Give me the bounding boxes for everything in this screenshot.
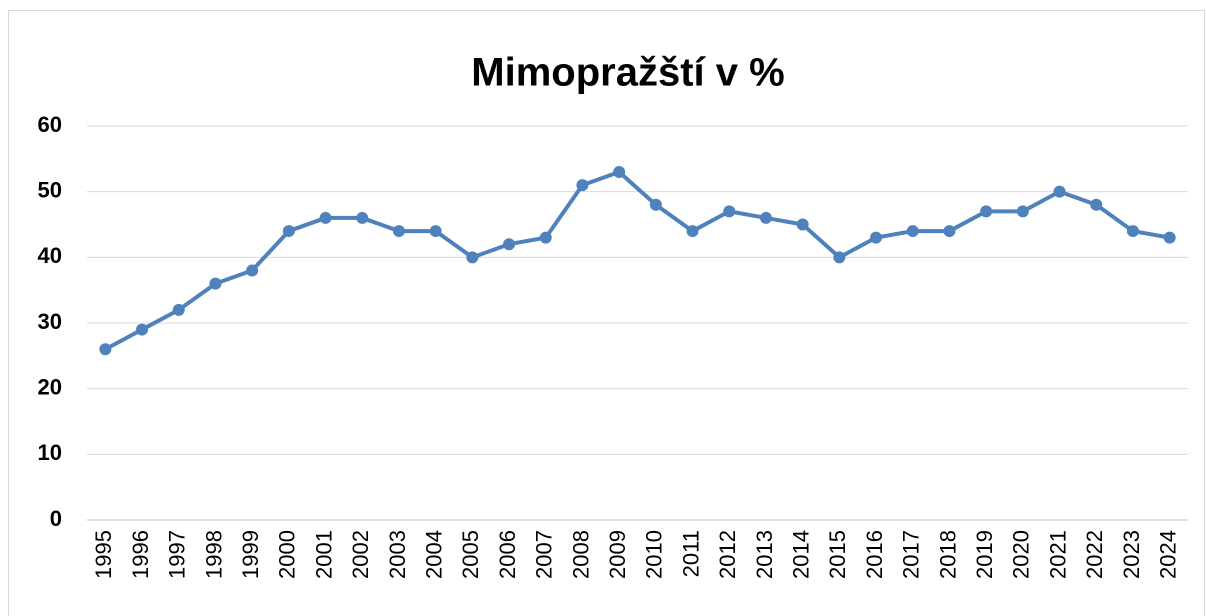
marker: [759, 211, 772, 224]
marker: [1126, 225, 1139, 238]
marker: [906, 225, 919, 238]
x-tick-label: 2001: [311, 530, 336, 579]
x-tick-label: 1995: [91, 530, 116, 579]
x-tick-label: 2017: [899, 530, 924, 579]
marker: [392, 225, 405, 238]
x-tick-label: 2010: [642, 530, 667, 579]
marker: [99, 343, 112, 356]
x-tick-label: 2004: [421, 530, 446, 579]
x-tick-label: 1999: [238, 530, 263, 579]
x-tick-label: 2000: [275, 530, 300, 579]
x-tick-label: 2006: [495, 530, 520, 579]
x-tick-label: 2002: [348, 530, 373, 579]
x-tick-label: 2007: [532, 530, 557, 579]
marker: [613, 165, 626, 178]
marker: [356, 211, 369, 224]
y-tick-label: 0: [50, 506, 62, 531]
marker: [943, 225, 956, 238]
marker: [796, 218, 809, 231]
marker: [576, 179, 589, 192]
x-tick-label: 2005: [458, 530, 483, 579]
marker: [686, 225, 699, 238]
marker: [980, 205, 993, 218]
x-tick-label: 2021: [1045, 530, 1070, 579]
x-tick-label: 2023: [1119, 530, 1144, 579]
marker: [723, 205, 736, 218]
marker: [833, 251, 846, 264]
marker: [246, 264, 259, 277]
chart-title: Mimopražští v %: [471, 51, 784, 95]
marker: [466, 251, 479, 264]
marker: [429, 225, 442, 238]
x-tick-label: 2016: [862, 530, 887, 579]
y-tick-label: 20: [38, 374, 62, 399]
chart-border: [8, 10, 1205, 616]
x-tick-label: 1997: [165, 530, 190, 579]
x-tick-label: 2020: [1009, 530, 1034, 579]
marker: [136, 323, 149, 336]
x-tick-label: 2013: [752, 530, 777, 579]
x-tick-label: 2024: [1155, 530, 1180, 579]
x-tick-label: 2003: [385, 530, 410, 579]
x-tick-label: 2015: [825, 530, 850, 579]
x-tick-label: 2012: [715, 530, 740, 579]
marker: [649, 198, 662, 211]
marker: [503, 238, 516, 251]
x-tick-label: 1996: [128, 530, 153, 579]
marker: [319, 211, 332, 224]
x-tick-label: 2011: [678, 530, 703, 577]
marker: [209, 277, 222, 290]
marker: [172, 303, 185, 316]
marker: [1016, 205, 1029, 218]
x-tick-label: 2009: [605, 530, 630, 579]
x-tick-label: 2014: [788, 530, 813, 579]
x-tick-label: 2019: [972, 530, 997, 579]
y-tick-label: 10: [38, 440, 62, 465]
x-tick-label: 1998: [201, 530, 226, 579]
y-tick-label: 30: [38, 309, 62, 334]
marker: [1090, 198, 1103, 211]
y-tick-label: 40: [38, 243, 62, 268]
marker: [870, 231, 883, 244]
marker: [1163, 231, 1176, 244]
line: [104, 169, 1171, 352]
marker: [282, 225, 295, 238]
x-tick-label: 2022: [1082, 530, 1107, 579]
y-tick-label: 60: [38, 112, 62, 137]
x-tick-label: 2018: [935, 530, 960, 579]
marker: [1053, 185, 1066, 198]
marker: [539, 231, 552, 244]
x-tick-label: 2008: [568, 530, 593, 579]
y-tick-label: 50: [38, 177, 62, 202]
